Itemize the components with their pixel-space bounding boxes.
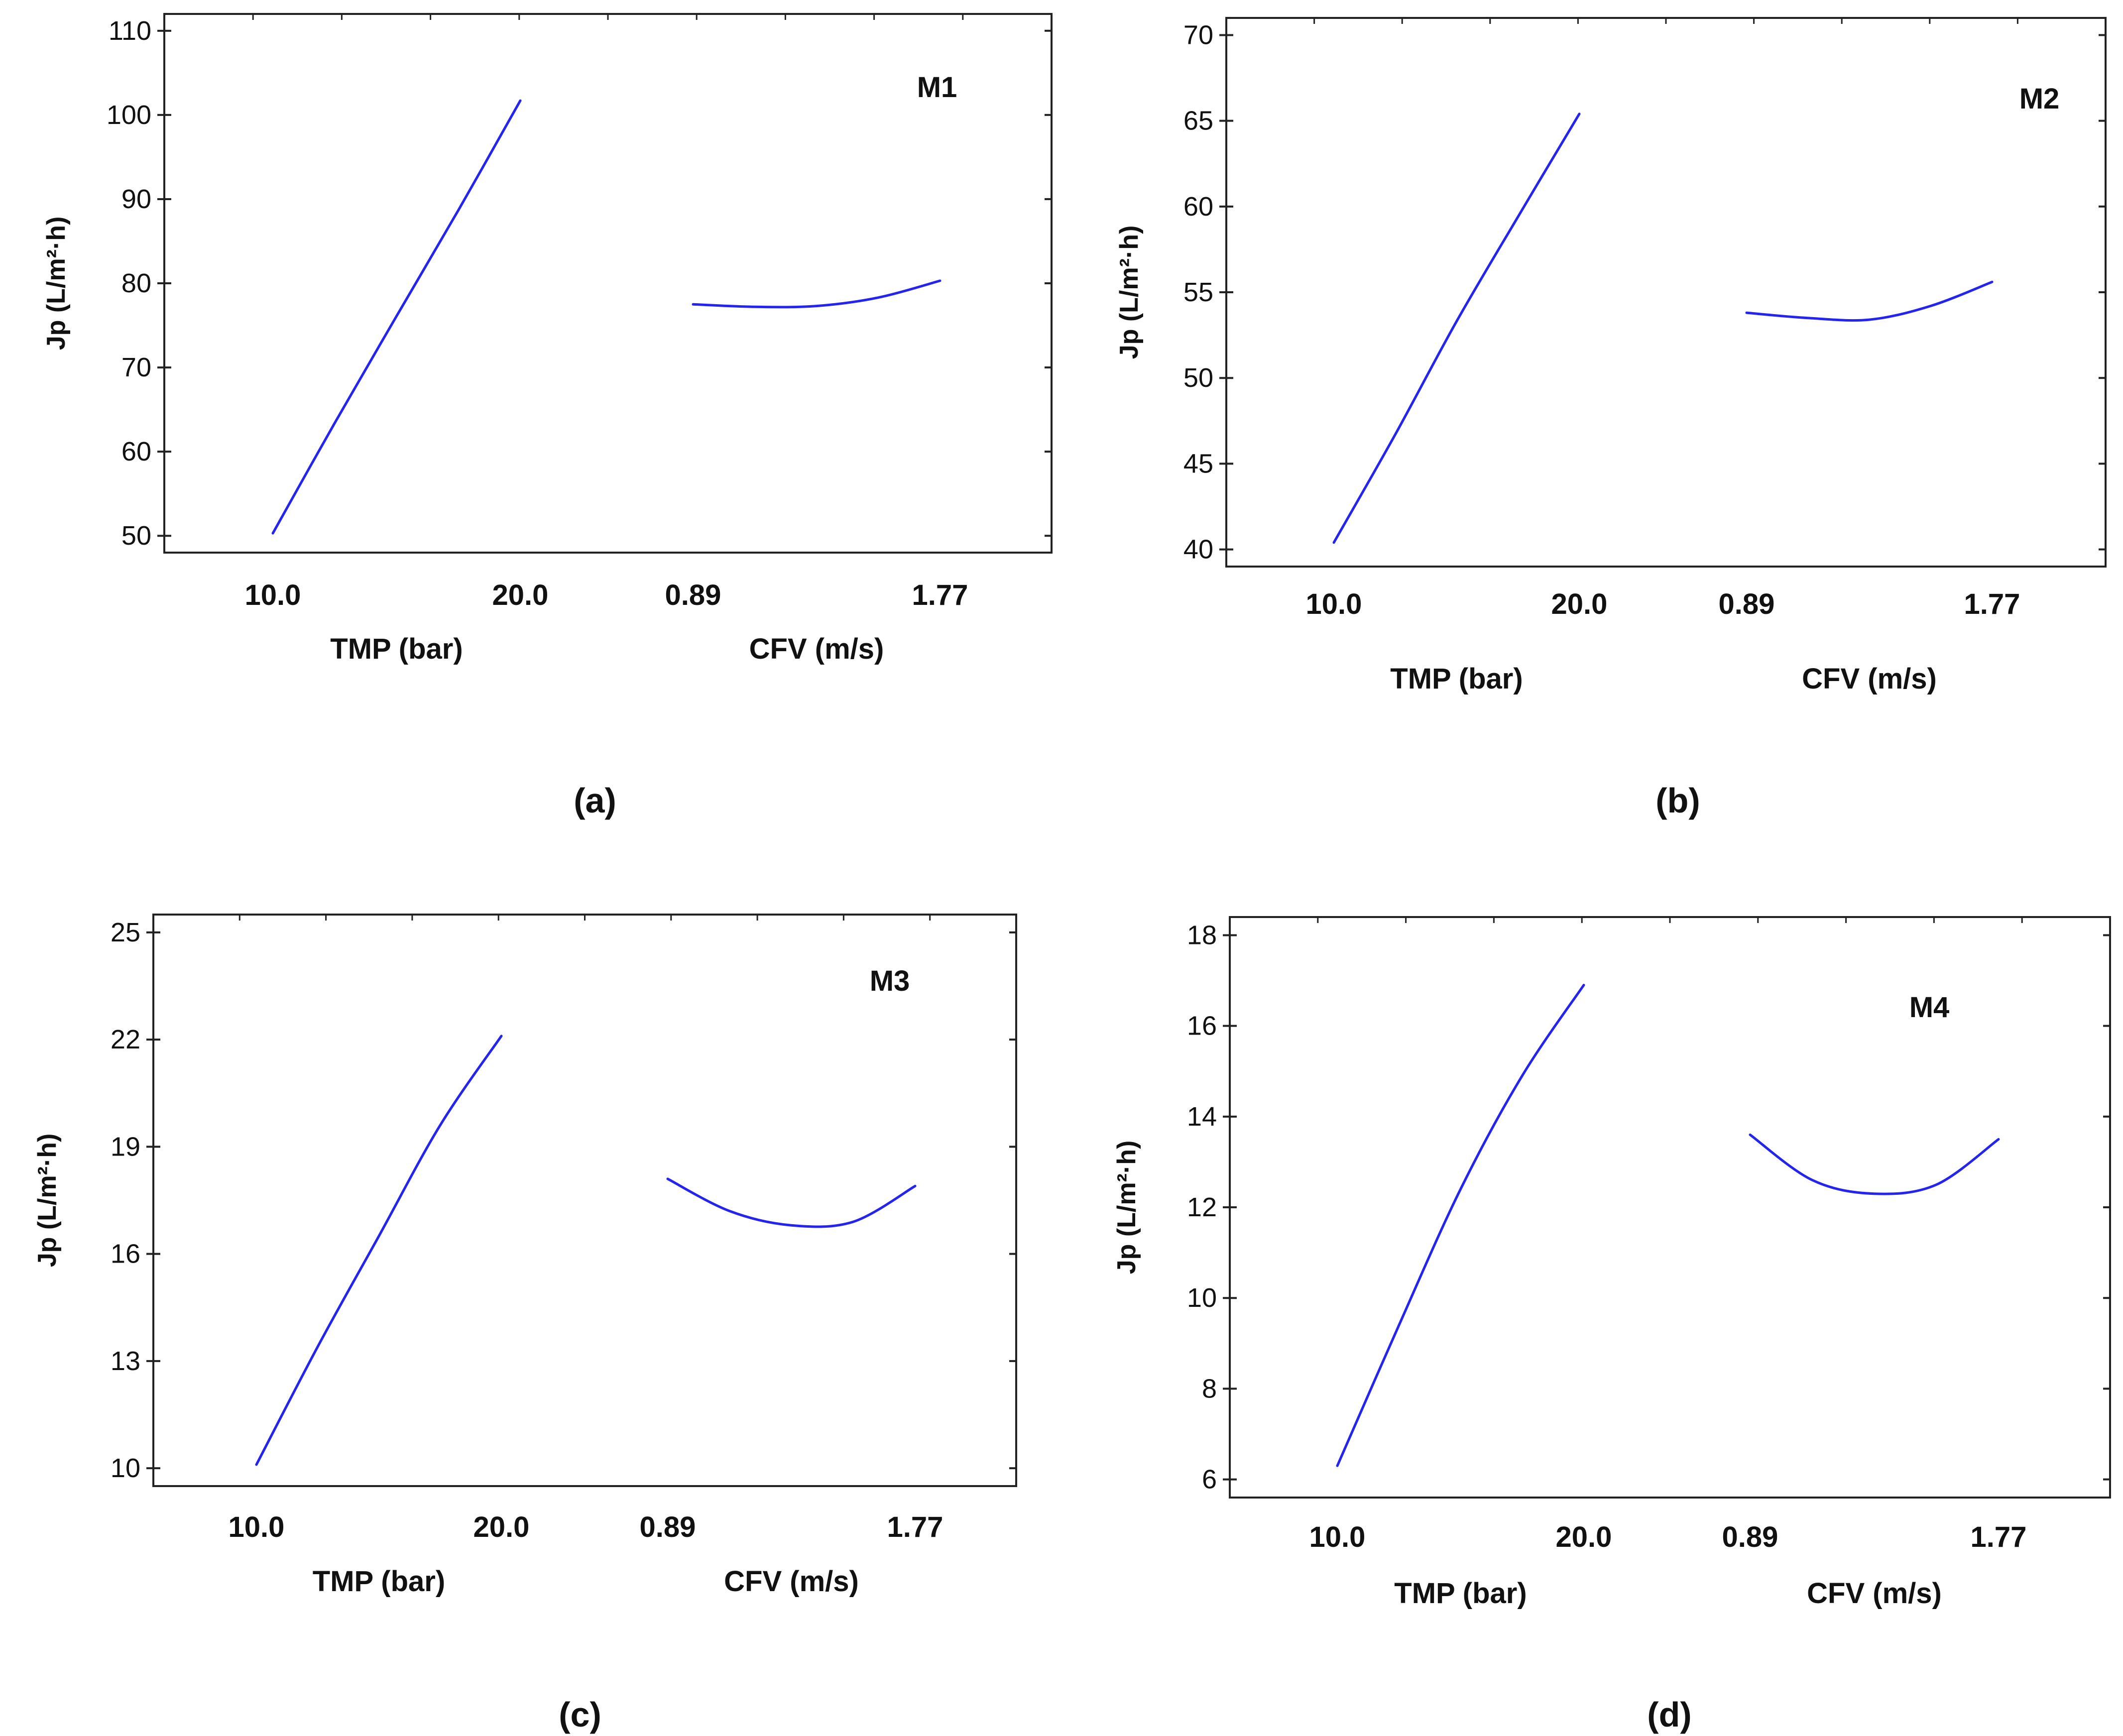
y-tick-label: 8 bbox=[1202, 1374, 1217, 1403]
x-tick-label-high: 1.77 bbox=[1971, 1521, 2027, 1553]
x-tick-label-low: 10.0 bbox=[245, 579, 301, 611]
y-axis-label: Jp (L/m²·h) bbox=[33, 1134, 62, 1268]
cfv-effect-line bbox=[666, 1177, 917, 1228]
model-label: M2 bbox=[2019, 83, 2060, 115]
cfv-effect-line bbox=[1749, 1133, 2000, 1195]
model-label: M1 bbox=[917, 71, 957, 104]
y-tick-label: 14 bbox=[1187, 1102, 1217, 1132]
cfv-axis-title: CFV (m/s) bbox=[1807, 1577, 1942, 1610]
y-tick-label: 60 bbox=[121, 437, 151, 466]
y-tick-label: 110 bbox=[109, 16, 151, 46]
y-tick-label: 18 bbox=[1187, 920, 1217, 950]
x-tick-label-low: 0.89 bbox=[665, 579, 721, 611]
x-tick-label-high: 1.77 bbox=[912, 579, 968, 611]
x-tick-label-low: 0.89 bbox=[1722, 1521, 1778, 1553]
panel-caption: (b) bbox=[1655, 781, 1700, 820]
panel-caption: (d) bbox=[1647, 1695, 1691, 1734]
chart-panel-d: 6 8 10 12 14 16 18 Jp (L/m²·h) M4 10.0 20.0 TMP (ba… bbox=[1112, 916, 2111, 1734]
y-tick-label: 22 bbox=[111, 1025, 140, 1054]
y-tick-label: 50 bbox=[1183, 363, 1213, 393]
x-tick-label-high: 20.0 bbox=[1556, 1521, 1612, 1553]
tmp-effect-line bbox=[1336, 984, 1585, 1467]
x-tick-label-high: 1.77 bbox=[887, 1511, 944, 1543]
x-tick-label-high: 20.0 bbox=[473, 1511, 530, 1543]
chart-panel-b: 40 45 50 55 60 65 70 Jp (L/m²·h) M2 10.0 20.0 TMP (… bbox=[1115, 17, 2107, 820]
chart-panel-c: 10 13 16 19 22 25 Jp (L/m²·h) M3 10.0 20.0 TMP (ba… bbox=[33, 914, 1017, 1734]
y-tick-label: 100 bbox=[107, 100, 151, 130]
y-tick-label: 13 bbox=[111, 1346, 140, 1376]
x-tick-label-high: 1.77 bbox=[1964, 588, 2020, 620]
plot-frame bbox=[152, 914, 1017, 1487]
x-tick-label-low: 0.89 bbox=[1719, 588, 1775, 620]
x-tick-label-high: 20.0 bbox=[1551, 588, 1608, 620]
y-tick-label: 65 bbox=[1183, 106, 1213, 136]
cfv-axis-title: CFV (m/s) bbox=[724, 1565, 859, 1598]
model-label: M4 bbox=[1909, 991, 1950, 1024]
y-tick-label: 10 bbox=[1187, 1283, 1217, 1313]
model-label: M3 bbox=[870, 965, 910, 997]
cfv-effect-line bbox=[692, 279, 942, 309]
tmp-axis-title: TMP (bar) bbox=[330, 633, 463, 665]
x-tick-label-high: 20.0 bbox=[492, 579, 549, 611]
tmp-axis-title: TMP (bar) bbox=[1390, 663, 1523, 695]
x-tick-label-low: 10.0 bbox=[229, 1511, 285, 1543]
y-tick-label: 25 bbox=[111, 918, 140, 947]
cfv-axis-title: CFV (m/s) bbox=[1802, 663, 1937, 695]
y-tick-label: 60 bbox=[1183, 192, 1213, 222]
y-tick-label: 55 bbox=[1183, 277, 1213, 307]
y-tick-label: 70 bbox=[121, 352, 151, 382]
x-tick-label-low: 10.0 bbox=[1306, 588, 1362, 620]
y-tick-label: 40 bbox=[1183, 535, 1213, 565]
tmp-effect-line bbox=[1332, 113, 1581, 544]
cfv-effect-line bbox=[1745, 280, 1994, 322]
panel-caption: (c) bbox=[559, 1695, 601, 1734]
y-axis-label: Jp (L/m²·h) bbox=[42, 217, 71, 350]
y-tick-label: 45 bbox=[1183, 449, 1213, 478]
y-tick-label: 19 bbox=[111, 1132, 140, 1161]
chart-panel-a: 50 60 70 80 90 100 110 Jp (L/m²·h) M1 10.0 20.0 TMP… bbox=[42, 13, 1053, 820]
y-tick-label: 90 bbox=[121, 184, 151, 214]
y-axis-label: Jp (L/m²·h) bbox=[1115, 226, 1144, 359]
y-tick-label: 50 bbox=[121, 521, 151, 551]
plot-frame bbox=[1225, 17, 2107, 568]
tmp-axis-title: TMP (bar) bbox=[313, 1565, 445, 1598]
y-tick-label: 16 bbox=[1187, 1011, 1217, 1041]
x-tick-label-low: 10.0 bbox=[1309, 1521, 1366, 1553]
tmp-axis-title: TMP (bar) bbox=[1394, 1577, 1527, 1610]
tmp-effect-line bbox=[271, 99, 522, 535]
y-tick-label: 10 bbox=[111, 1453, 140, 1483]
y-tick-label: 16 bbox=[111, 1239, 140, 1269]
x-tick-label-low: 0.89 bbox=[640, 1511, 696, 1543]
y-axis-label: Jp (L/m²·h) bbox=[1112, 1141, 1141, 1274]
y-tick-label: 80 bbox=[121, 268, 151, 298]
y-tick-label: 6 bbox=[1202, 1465, 1217, 1495]
y-tick-label: 70 bbox=[1183, 20, 1213, 50]
panel-caption: (a) bbox=[574, 781, 616, 820]
tmp-effect-line bbox=[255, 1035, 503, 1466]
y-tick-label: 12 bbox=[1187, 1192, 1217, 1222]
cfv-axis-title: CFV (m/s) bbox=[749, 633, 884, 665]
